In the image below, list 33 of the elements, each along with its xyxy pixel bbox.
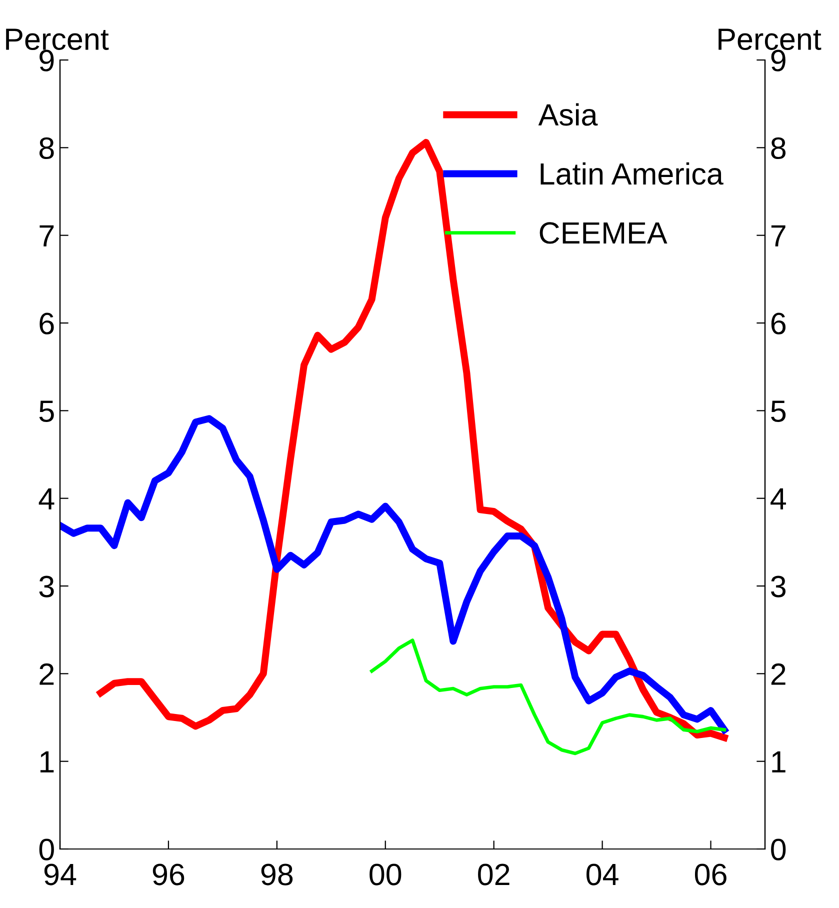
x-tick-label: 96 (152, 864, 184, 886)
y2-axis-title: Percent (718, 28, 822, 50)
y-tick-label: 2 (40, 663, 54, 685)
y2-tick-label: 4 (770, 488, 786, 510)
x-tick-label: 02 (478, 864, 510, 886)
y2-tick-label: 7 (771, 225, 786, 246)
y-tick-label: 4 (38, 488, 54, 510)
y-tick-label: 0 (39, 838, 54, 860)
y-tick-label: 6 (40, 312, 54, 334)
y2-tick-label: 5 (771, 400, 786, 422)
x-tick-label: 98 (261, 864, 293, 886)
y2-tick-label: 8 (771, 137, 786, 160)
y2-tick-label: 1 (772, 751, 786, 772)
y-axis-title: Percent (6, 28, 109, 50)
legend-label: Latin America (540, 162, 724, 185)
y-tick-label: 9 (40, 50, 54, 72)
y2-tick-label: 6 (771, 312, 786, 334)
y2-tick-label: 0 (771, 838, 786, 860)
y-tick-label: 1 (40, 751, 54, 772)
x-tick-label: 94 (44, 864, 76, 886)
y-tick-label: 8 (39, 137, 54, 160)
x-tick-label: 00 (370, 864, 402, 886)
x-tick-label: 04 (586, 864, 618, 886)
legend-label: CEEMEA (540, 222, 668, 244)
x-tick-label: 06 (694, 864, 726, 886)
y2-tick-label: 9 (771, 50, 786, 72)
y-tick-label: 5 (39, 400, 54, 422)
y2-tick-label: 2 (771, 663, 786, 685)
line-series (370, 638, 726, 756)
y2-tick-label: 3 (771, 576, 786, 598)
legend-label: Asia (538, 103, 598, 126)
y-tick-label: 3 (39, 576, 54, 598)
y-tick-label: 7 (40, 225, 54, 246)
